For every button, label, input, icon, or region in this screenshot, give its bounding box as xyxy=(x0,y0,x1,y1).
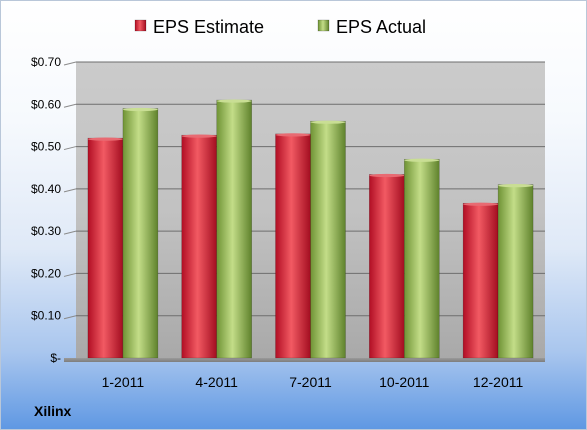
bar-top-actual xyxy=(122,107,158,112)
y-tick-label: $- xyxy=(50,351,61,365)
y-tick-label: $0.70 xyxy=(31,55,61,69)
gridline-perspective xyxy=(63,188,77,193)
y-tick-label: $0.50 xyxy=(31,140,61,154)
bar-actual xyxy=(403,158,440,359)
bar-top-estimate xyxy=(369,173,405,178)
gridline-perspective xyxy=(63,272,77,277)
gridline-perspective xyxy=(63,230,77,235)
bar-actual xyxy=(497,184,534,359)
legend-swatch-actual xyxy=(317,19,330,32)
bar-top-estimate xyxy=(87,137,123,141)
bar-top-estimate xyxy=(181,134,217,138)
bar-top-actual xyxy=(216,99,252,103)
y-tick-label: $0.20 xyxy=(31,266,61,280)
bar-actual xyxy=(122,108,159,359)
bar-estimate xyxy=(462,202,499,359)
x-category-label: 12-2011 xyxy=(473,374,524,390)
bar-actual xyxy=(216,99,252,359)
legend-swatch-estimate xyxy=(134,19,147,32)
gridline-perspective xyxy=(63,146,77,151)
x-category-label: 7-2011 xyxy=(289,374,332,390)
bar-estimate xyxy=(275,133,311,359)
gridline-perspective xyxy=(63,61,77,66)
gridline-perspective xyxy=(63,315,77,320)
bar-actual xyxy=(310,120,346,359)
y-tick-label: $0.10 xyxy=(31,309,61,323)
y-tick-label: $0.30 xyxy=(31,224,61,238)
gridline-perspective xyxy=(63,103,77,108)
bar-top-actual xyxy=(310,120,346,124)
legend-label-actual: EPS Actual xyxy=(336,17,426,37)
bar-top-actual xyxy=(498,184,534,188)
x-category-label: 1-2011 xyxy=(102,374,145,390)
company-name: Xilinx xyxy=(34,403,72,419)
bar-estimate xyxy=(87,137,124,359)
y-tick-label: $0.60 xyxy=(31,97,61,111)
plot-floor xyxy=(64,358,545,362)
x-category-label: 4-2011 xyxy=(195,374,238,390)
bar-estimate xyxy=(181,134,217,359)
bar-estimate xyxy=(368,174,405,359)
x-category-label: 10-2011 xyxy=(379,374,430,390)
legend-label-estimate: EPS Estimate xyxy=(153,17,264,37)
bar-top-actual xyxy=(404,158,440,162)
bar-top-estimate xyxy=(275,133,311,137)
bar-top-estimate xyxy=(463,202,499,206)
y-tick-label: $0.40 xyxy=(31,182,61,196)
